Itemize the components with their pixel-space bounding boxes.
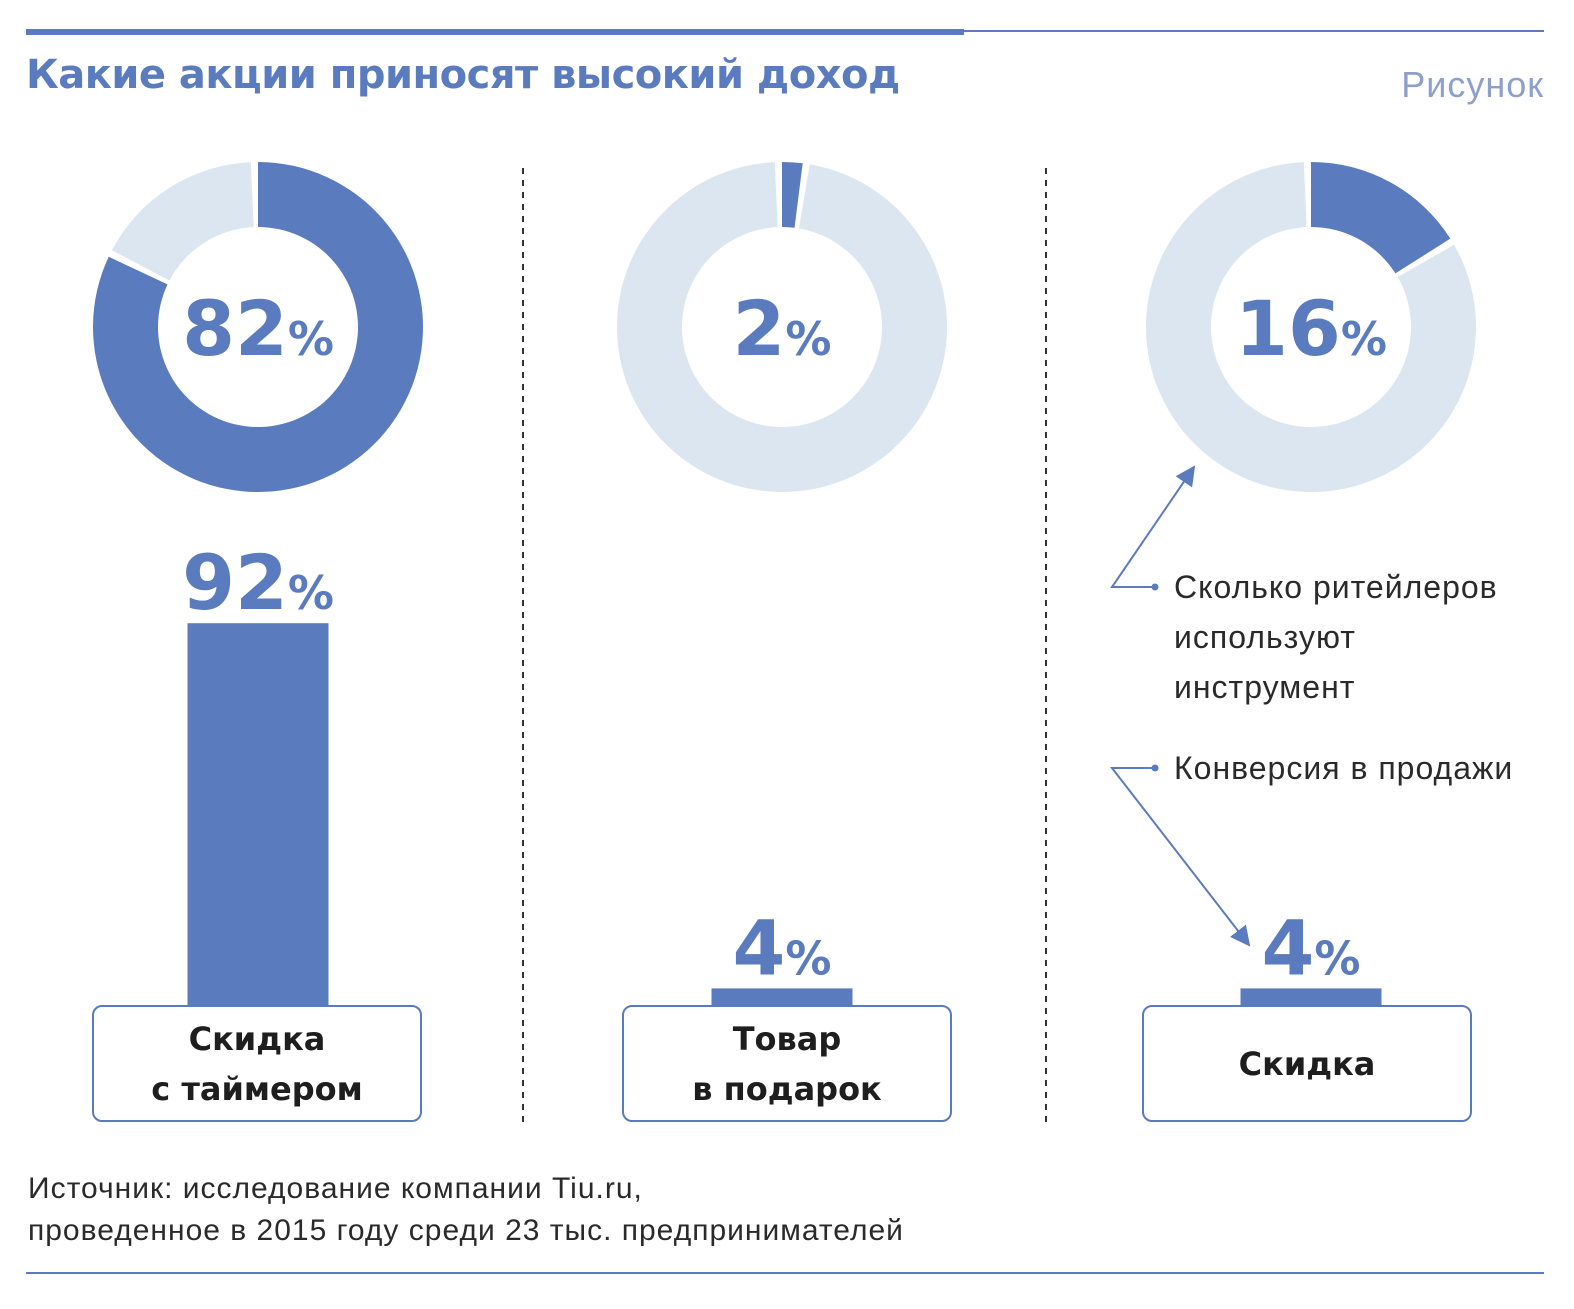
donut-track-1 [111, 162, 254, 281]
donut-track-2 [616, 162, 947, 492]
donut-value-label-1: 82% [182, 284, 334, 373]
donut-remainder [111, 162, 254, 281]
conversion-arrow [1109, 767, 1251, 947]
donut-value-arc [782, 162, 803, 228]
bar-2 [711, 988, 853, 1005]
legend-usage: Сколько ритейлеров используют инструмент [1174, 562, 1498, 712]
donut-value-label-2: 2% [733, 284, 832, 373]
value-number: 82 [182, 284, 288, 373]
donut-value-arc [93, 162, 423, 492]
bar-value-label-2: 4% [733, 903, 832, 992]
donut-value-label-3: 16% [1235, 284, 1387, 373]
value-unit: % [1314, 931, 1360, 985]
legend-usage-line-1: Сколько ритейлеров [1174, 569, 1498, 605]
usage-arrow [1110, 465, 1196, 588]
value-number: 4 [1262, 903, 1315, 992]
bar-value-label-3: 4% [1262, 903, 1361, 992]
donut-remainder [1146, 162, 1477, 492]
value-number: 2 [733, 284, 786, 373]
bottom-rule [26, 1272, 1544, 1274]
donut-slice-3 [1311, 162, 1451, 274]
legend-usage-line-3: инструмент [1174, 669, 1356, 705]
value-number: 16 [1235, 284, 1341, 373]
donut-remainder [616, 162, 947, 492]
bar-value-label-1: 92% [182, 538, 334, 627]
category-label-1: Скидка с таймером [92, 1005, 422, 1122]
conversion-bullet [1151, 764, 1159, 772]
chart-title: Какие акции приносят высокий доход [26, 52, 900, 98]
legend-conversion: Конверсия в продажи [1174, 750, 1514, 786]
value-number: 92 [182, 538, 288, 627]
value-unit: % [288, 312, 334, 366]
value-number: 4 [733, 903, 786, 992]
figure-label: Рисунок [1401, 64, 1544, 105]
legend-usage-line-2: используют [1174, 619, 1356, 655]
value-unit: % [785, 312, 831, 366]
category-label-3: Скидка [1142, 1005, 1472, 1122]
donut-track-3 [1146, 162, 1477, 492]
source-line-2: проведенное в 2015 году среди 23 тыс. пр… [28, 1214, 904, 1247]
value-unit: % [288, 566, 334, 620]
donut-slice-2 [782, 162, 803, 228]
usage-bullet [1151, 583, 1159, 591]
value-unit: % [1341, 312, 1387, 366]
donut-value-arc [1311, 162, 1451, 274]
bar-1 [187, 623, 329, 1005]
bar-3 [1240, 988, 1382, 1005]
category-label-2: Товар в подарок [622, 1005, 952, 1122]
source-note: Источник: исследование компании Tiu.ru, … [28, 1168, 904, 1252]
title-accent-rule [26, 29, 964, 35]
donut-slice-1 [93, 162, 423, 492]
value-unit: % [785, 931, 831, 985]
source-line-1: Источник: исследование компании Tiu.ru, [28, 1172, 643, 1205]
